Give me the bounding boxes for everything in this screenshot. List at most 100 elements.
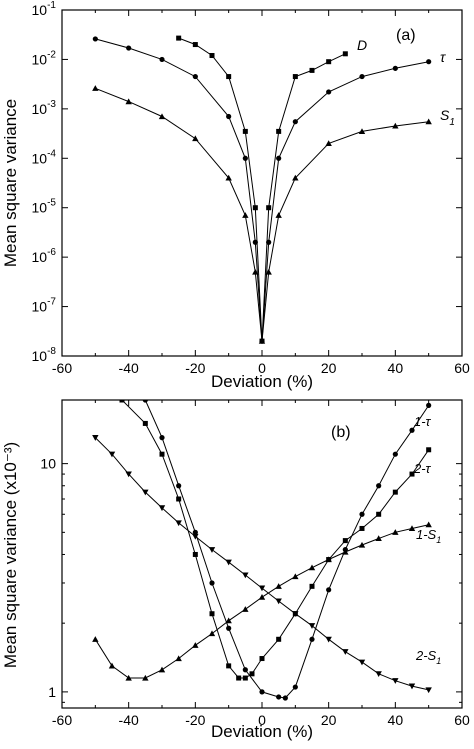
data-point-b-2-4 (158, 666, 166, 673)
data-point-a-0-0 (176, 35, 182, 41)
data-point-b-2-15 (342, 548, 349, 555)
data-point-b-1-11 (276, 636, 282, 642)
data-point-b-3-15 (342, 649, 349, 655)
series-label-1-S1-sub: 1 (436, 535, 441, 545)
x-tick-label-a-1: -40 (119, 360, 139, 376)
panel-a: -60 -40 -20 0 20 40 60 10-110-210-310-410-510-… (1, 0, 470, 391)
series-b-2 (92, 521, 432, 681)
series-label-S1: S1 (440, 107, 455, 128)
x-tick-label-b-4: 20 (321, 712, 337, 728)
data-point-b-0-4 (209, 580, 215, 586)
data-point-b-2-13 (308, 564, 316, 571)
y-tick-label-a-7: 10-8 (32, 346, 57, 364)
axis-ticks-b (61, 400, 463, 708)
x-tick-label-a-0: -60 (52, 360, 72, 376)
data-point-b-0-18 (426, 402, 432, 408)
y-tick-labels-b: 1 10 (40, 456, 56, 700)
series-line-b-3 (94, 437, 429, 691)
data-point-b-1-19 (409, 471, 415, 477)
y-tick-label-a-2-exp: -3 (47, 99, 56, 110)
axis-ticks-a (61, 9, 463, 357)
y-tick-label-b-1: 10 (40, 456, 56, 472)
x-tick-label-a-2: -20 (185, 360, 205, 376)
y-tick-label-a-3: 10-4 (32, 148, 57, 166)
y-tick-label-a-4-base: 10 (32, 200, 48, 216)
data-point-b-2-6 (192, 642, 199, 648)
data-point-a-2-6 (252, 268, 259, 275)
data-point-b-1-16 (359, 525, 365, 531)
data-point-b-2-19 (408, 525, 416, 532)
x-axis-title-b: Deviation (%) (211, 722, 313, 741)
data-point-a-2-9 (275, 212, 282, 218)
series-a-0 (176, 35, 348, 344)
data-point-b-3-9 (242, 572, 249, 579)
series-a-1 (92, 36, 432, 344)
data-point-b-3-16 (358, 659, 366, 666)
series-line-b-2 (94, 524, 429, 679)
data-point-b-1-18 (392, 489, 398, 495)
series-label-2-S1-base: 2-S (415, 648, 437, 663)
data-point-b-0-8 (276, 694, 282, 700)
data-point-b-2-18 (392, 529, 399, 535)
y-tick-label-a-7-exp: -8 (47, 346, 56, 357)
y-tick-label-a-4-exp: -5 (47, 198, 56, 209)
data-point-b-2-0 (92, 636, 99, 642)
series-line-b-0 (144, 400, 430, 699)
data-point-b-2-1 (108, 662, 116, 669)
data-point-b-2-5 (175, 655, 182, 662)
x-axis-title-a: Deviation (%) (211, 372, 313, 391)
y-tick-label-a-1: 10-2 (32, 49, 57, 67)
data-point-b-1-10 (259, 656, 265, 662)
series-label-tau: τ (440, 49, 446, 65)
data-point-b-3-2 (125, 471, 132, 478)
panel-label-b: (b) (331, 424, 351, 441)
y-tick-label-a-2: 10-3 (32, 99, 57, 117)
data-point-a-2-5 (242, 212, 249, 218)
data-point-a-1-1 (126, 45, 132, 51)
data-point-b-0-12 (326, 587, 332, 593)
data-point-b-0-3 (192, 529, 198, 535)
series-label-S1-base: S (440, 107, 450, 123)
y-tick-label-a-5: 10-6 (32, 247, 57, 265)
series-label-1-S1-base: 1-S (416, 527, 437, 542)
data-point-b-1-3 (176, 496, 182, 502)
x-tick-label-b-6: 60 (454, 712, 470, 728)
series-b-3 (92, 435, 432, 694)
data-point-b-3-5 (175, 520, 182, 527)
data-point-a-1-0 (92, 36, 98, 42)
data-point-b-1-0 (119, 400, 125, 403)
data-point-b-3-12 (292, 611, 299, 617)
data-point-a-2-14 (425, 118, 432, 125)
data-point-b-1-6 (226, 663, 232, 669)
data-point-a-2-4 (225, 174, 232, 181)
data-point-b-2-11 (275, 583, 282, 589)
data-point-b-0-6 (242, 667, 248, 673)
data-point-a-2-12 (358, 128, 366, 134)
data-point-a-0-5 (252, 205, 258, 211)
data-point-a-1-14 (426, 59, 432, 65)
data-point-b-3-0 (92, 435, 99, 441)
data-point-b-3-10 (258, 585, 266, 592)
data-point-b-2-8 (225, 617, 232, 624)
series-label-1-S1: 1-S1 (416, 527, 441, 545)
y-tick-label-a-0: 10-1 (32, 0, 57, 18)
data-point-a-1-2 (159, 56, 165, 63)
data-point-b-2-2 (125, 674, 132, 681)
data-point-b-0-0 (142, 400, 148, 403)
data-point-b-2-14 (325, 556, 332, 563)
series-label-D: D (357, 37, 367, 53)
plot-frame-a (61, 9, 463, 357)
y-tick-label-a-6-exp: -7 (47, 297, 56, 308)
data-point-a-2-11 (325, 140, 332, 146)
data-point-b-0-1 (159, 435, 165, 441)
data-point-a-0-9 (292, 74, 298, 80)
x-tick-label-b-3: 0 (258, 712, 266, 728)
data-point-b-2-10 (258, 593, 266, 600)
data-point-a-0-7 (266, 205, 272, 211)
data-point-b-1-4 (192, 551, 198, 557)
series-line-a-1 (95, 38, 429, 342)
series-a (92, 35, 432, 344)
x-tick-label-a-3: 0 (258, 360, 266, 376)
series-b-0 (142, 400, 432, 701)
